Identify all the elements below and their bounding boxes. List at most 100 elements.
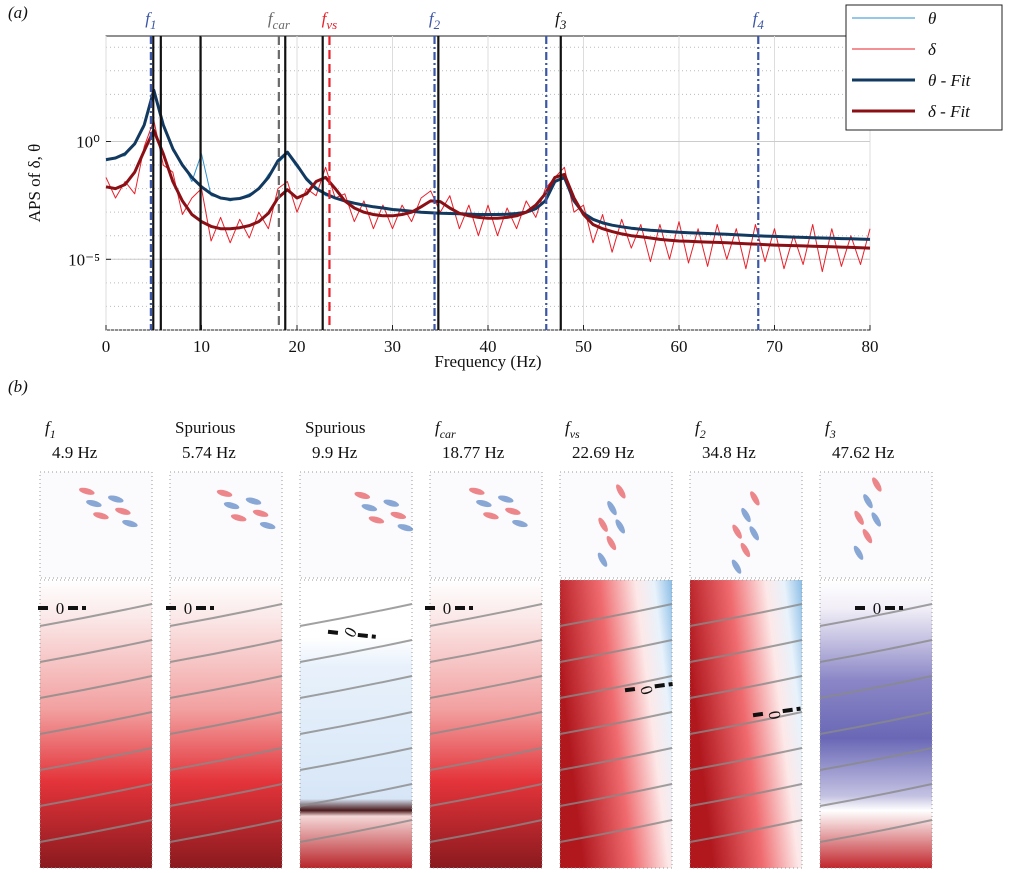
mode-name-sub: 3: [829, 427, 836, 441]
x-tick-label: 70: [766, 337, 783, 356]
contour-line: [559, 603, 673, 627]
mode-name-sub: 1: [50, 427, 56, 441]
field-image: [559, 471, 673, 579]
contour-line: [819, 819, 933, 843]
field-blob: [469, 487, 485, 495]
panel-label: (a): [8, 3, 28, 22]
marker-label-main: f: [753, 9, 760, 28]
field-blob: [750, 491, 760, 506]
field-blob: [732, 524, 742, 539]
contour-line: [689, 639, 803, 663]
mode-name: Spurious: [175, 418, 235, 437]
marker-label-sub: 3: [559, 17, 567, 32]
contour-line: [429, 639, 543, 663]
mode-frequency: 18.77 Hz: [442, 443, 505, 462]
legend-label: θ - Fit: [928, 71, 972, 90]
mode-name: f2: [695, 418, 706, 441]
x-tick-label: 80: [862, 337, 879, 356]
field-blob: [397, 524, 414, 532]
contour-line: [429, 603, 543, 627]
mode-name: f1: [45, 418, 56, 441]
mode-name-sub: car: [440, 427, 456, 441]
y-tick-label: 10⁻⁵: [68, 250, 100, 269]
contour-line: [299, 603, 413, 627]
mode-name-main: f: [45, 418, 52, 437]
mode-frequency: 47.62 Hz: [832, 443, 895, 462]
contour-line: [299, 783, 413, 807]
contour-line: [559, 783, 673, 807]
contour-line: [429, 819, 543, 843]
contour-line: [429, 711, 543, 735]
marker-label-sub: 1: [150, 17, 157, 32]
contour-line: [689, 603, 803, 627]
mode-frequency: 5.74 Hz: [182, 443, 236, 462]
field-blob: [749, 526, 760, 541]
contour-line: [39, 783, 153, 807]
field-blob: [93, 512, 109, 520]
field-blob: [615, 519, 626, 534]
x-tick-label: 0: [102, 337, 111, 356]
field-blob: [216, 489, 233, 497]
contour-line: [429, 747, 543, 771]
contour-line: [169, 783, 283, 807]
legend: [845, 4, 1003, 131]
field-blob: [741, 507, 751, 523]
marker-label: f3: [555, 9, 567, 32]
x-tick-label: 60: [671, 337, 688, 356]
field-blob: [259, 522, 276, 530]
contour-line: [819, 783, 933, 807]
contour-line: [689, 819, 803, 843]
x-tick-label: 20: [289, 337, 306, 356]
zero-label: 0: [184, 599, 193, 618]
contour-line: [819, 675, 933, 699]
contour-line: [169, 639, 283, 663]
contour-line: [559, 639, 673, 663]
field-blob: [863, 494, 873, 509]
zero-label: 0: [873, 599, 882, 618]
contour-line: [299, 639, 413, 663]
contour-line: [819, 639, 933, 663]
field-blob: [598, 517, 608, 532]
field-blob: [607, 501, 617, 516]
marker-label-main: f: [268, 9, 275, 28]
series-line: [105, 128, 871, 250]
marker-label: f1: [145, 9, 156, 32]
contour-line: [689, 783, 803, 807]
field-blob: [361, 504, 378, 512]
mode-name-main: f: [435, 418, 442, 437]
y-axis-label: APS of δ, θ: [25, 144, 44, 223]
contour-line: [299, 675, 413, 699]
marker-label: f2: [429, 9, 441, 32]
zero-contour: [752, 706, 801, 718]
contour-line: [39, 639, 153, 663]
field-blob: [498, 495, 514, 503]
marker-label: f4: [753, 9, 765, 32]
series-line: [105, 88, 871, 241]
field-blob: [245, 497, 262, 505]
mode-name-main: f: [695, 418, 702, 437]
field-image: [689, 471, 803, 579]
field-blob: [871, 512, 882, 527]
field-blob: [390, 511, 407, 520]
mode-name: Spurious: [305, 418, 365, 437]
field-image: [819, 471, 933, 579]
field-blob: [505, 507, 521, 515]
marker-label-main: f: [429, 9, 436, 28]
field-blob: [354, 491, 371, 499]
x-tick-label: 10: [193, 337, 210, 356]
x-axis-label: Frequency (Hz): [434, 352, 541, 371]
contour-line: [39, 603, 153, 627]
mode-name: f3: [825, 418, 836, 441]
mode-name-sub: 2: [700, 427, 706, 441]
series-line: [105, 119, 871, 273]
marker-label-sub: 4: [757, 17, 764, 32]
x-tick-label: 40: [480, 337, 497, 356]
contour-line: [169, 603, 283, 627]
field-blob: [512, 519, 528, 528]
contour-line: [819, 711, 933, 735]
contour-line: [559, 819, 673, 843]
contour-line: [169, 711, 283, 735]
mode-name-main: Spurious: [175, 418, 235, 437]
